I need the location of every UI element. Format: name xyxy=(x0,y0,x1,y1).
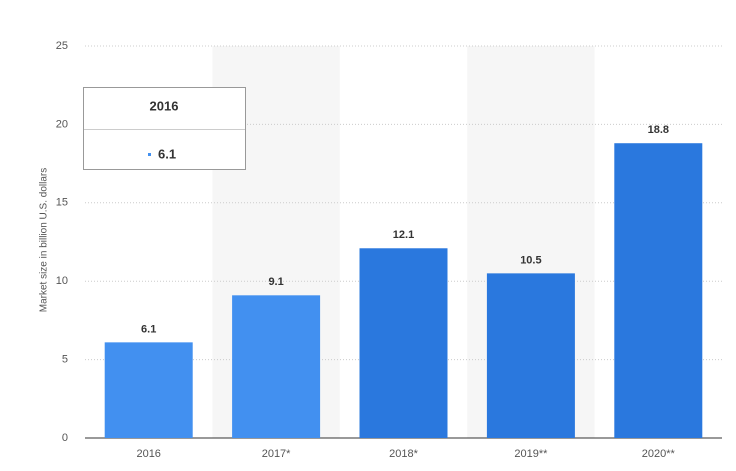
bar xyxy=(232,295,321,438)
bar xyxy=(359,248,448,438)
tooltip-marker xyxy=(148,153,151,156)
x-tick-label: 2017* xyxy=(262,448,291,460)
value-label: 9.1 xyxy=(268,276,283,288)
tooltip-box xyxy=(83,87,246,170)
tooltip-value: 6.1 xyxy=(158,146,176,161)
value-label: 18.8 xyxy=(648,124,669,136)
x-tick-label: 2016 xyxy=(136,448,160,460)
y-tick-label: 25 xyxy=(56,40,68,52)
y-tick-label: 15 xyxy=(56,197,68,209)
x-tick-label: 2018* xyxy=(389,448,418,460)
y-tick-label: 10 xyxy=(56,275,68,287)
bar xyxy=(104,342,193,438)
value-label: 10.5 xyxy=(520,254,541,266)
value-label: 6.1 xyxy=(141,323,156,335)
x-tick-label: 2019** xyxy=(514,448,548,460)
y-axis-label: Market size in billion U.S. dollars xyxy=(39,168,50,313)
tooltip-title: 2016 xyxy=(150,98,179,113)
tooltip: 2016 6.1 xyxy=(83,87,246,170)
bar xyxy=(614,143,703,438)
y-tick-label: 5 xyxy=(62,354,68,366)
bar xyxy=(486,273,575,438)
y-tick-label: 20 xyxy=(56,118,68,130)
value-label: 12.1 xyxy=(393,229,414,241)
x-tick-label: 2020** xyxy=(642,448,676,460)
y-tick-label: 0 xyxy=(62,432,68,444)
